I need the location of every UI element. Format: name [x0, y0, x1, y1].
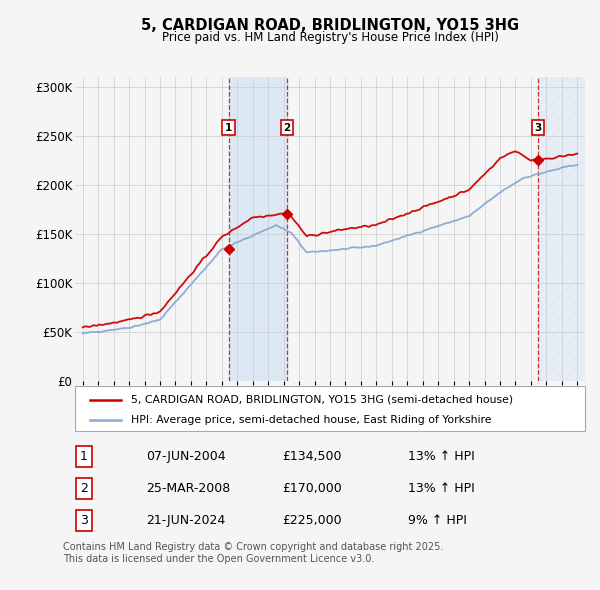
Text: 25-MAR-2008: 25-MAR-2008 — [146, 482, 231, 495]
Text: 1: 1 — [225, 123, 232, 133]
Text: 21-JUN-2024: 21-JUN-2024 — [146, 514, 226, 527]
Text: 5, CARDIGAN ROAD, BRIDLINGTON, YO15 3HG (semi-detached house): 5, CARDIGAN ROAD, BRIDLINGTON, YO15 3HG … — [131, 395, 513, 405]
Text: £134,500: £134,500 — [282, 450, 342, 463]
Text: £225,000: £225,000 — [282, 514, 342, 527]
Text: 13% ↑ HPI: 13% ↑ HPI — [407, 482, 474, 495]
FancyBboxPatch shape — [75, 386, 585, 431]
Text: 5, CARDIGAN ROAD, BRIDLINGTON, YO15 3HG: 5, CARDIGAN ROAD, BRIDLINGTON, YO15 3HG — [141, 18, 519, 34]
Bar — [538, 77, 585, 381]
Text: 1: 1 — [80, 450, 88, 463]
Bar — [229, 77, 287, 381]
Text: Price paid vs. HM Land Registry's House Price Index (HPI): Price paid vs. HM Land Registry's House … — [161, 31, 499, 44]
Text: 2: 2 — [80, 482, 88, 495]
Text: 07-JUN-2004: 07-JUN-2004 — [146, 450, 226, 463]
Text: 9% ↑ HPI: 9% ↑ HPI — [407, 514, 466, 527]
Text: 2: 2 — [284, 123, 291, 133]
Text: 3: 3 — [535, 123, 542, 133]
Text: 3: 3 — [80, 514, 88, 527]
Text: Contains HM Land Registry data © Crown copyright and database right 2025.
This d: Contains HM Land Registry data © Crown c… — [63, 542, 443, 563]
Text: 13% ↑ HPI: 13% ↑ HPI — [407, 450, 474, 463]
Text: HPI: Average price, semi-detached house, East Riding of Yorkshire: HPI: Average price, semi-detached house,… — [131, 415, 491, 425]
Text: £170,000: £170,000 — [282, 482, 342, 495]
